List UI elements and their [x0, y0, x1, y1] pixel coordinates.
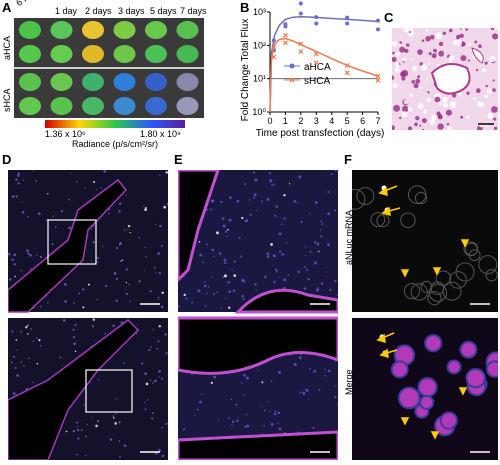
- organ-signal: [176, 45, 199, 63]
- data-point: [271, 38, 276, 43]
- panel-label-b: B: [240, 0, 250, 15]
- organ-signal: [19, 97, 41, 115]
- data-point: [314, 21, 319, 26]
- data-point: [298, 1, 303, 6]
- organ-signal: [50, 21, 73, 39]
- data-point: [283, 32, 288, 38]
- data-point: [271, 54, 277, 60]
- x-tick-label: 5: [345, 116, 350, 126]
- fluorescence-lung-images-e: [178, 170, 338, 460]
- fluorescence-lung-images-d: [8, 170, 168, 460]
- lung-histology-image: [392, 28, 498, 130]
- data-point: [283, 24, 288, 29]
- organ-signal: [50, 73, 73, 91]
- y-tick-label: 10¹: [253, 74, 266, 84]
- inset-box: [47, 219, 97, 265]
- data-point: [283, 40, 288, 46]
- organ-signal: [19, 21, 41, 39]
- x-tick-label: 0: [267, 116, 272, 126]
- organ-signal: [145, 45, 167, 63]
- data-point: [298, 11, 303, 16]
- x-tick-label: 7: [375, 116, 380, 126]
- organ-signal: [50, 97, 73, 115]
- data-point: [376, 18, 380, 23]
- data-point: [345, 15, 350, 20]
- panel-a: 6 hours 1 day 2 days 3 days 5 days 7 day…: [0, 0, 235, 150]
- data-point: [271, 44, 277, 50]
- organ-signal: [145, 73, 167, 91]
- data-point: [375, 77, 381, 83]
- data-point: [344, 70, 350, 76]
- organ-signal: [113, 21, 136, 39]
- timepoint-label: 6 hours: [14, 0, 44, 8]
- organ-signal: [145, 97, 167, 115]
- y-tick-label: 10³: [253, 7, 266, 17]
- timepoint-label: 5 days: [150, 6, 177, 16]
- data-point: [345, 21, 350, 26]
- panel-label-d: D: [2, 152, 12, 167]
- x-tick-label: 4: [329, 116, 334, 126]
- panel-f-top-label: aNLuc mRNA: [344, 209, 354, 265]
- organ-signal: [82, 97, 104, 115]
- organ-signal: [82, 21, 104, 39]
- x-axis-label: Time post transfection (days): [256, 128, 385, 139]
- data-point: [313, 60, 319, 66]
- y-tick-label: 10⁰: [252, 107, 266, 117]
- legend-label: aHCA: [304, 62, 331, 73]
- colorbar-unit-label: Radiance (p/s/cm²/sr): [72, 139, 159, 149]
- organ-signal: [176, 73, 199, 91]
- panel-label-f: F: [344, 152, 352, 167]
- timepoint-label: 2 days: [85, 6, 112, 16]
- bioluminescence-images: [14, 18, 204, 118]
- row-label-shca: sHCA: [2, 88, 12, 112]
- timepoint-label: 3 days: [118, 6, 145, 16]
- organ-signal: [82, 73, 104, 91]
- data-point: [298, 41, 304, 47]
- data-point: [298, 49, 304, 54]
- y-axis-label: Fold Change Total Flux: [240, 19, 251, 122]
- x-tick-label: 3: [314, 116, 319, 126]
- arrow-markers: [376, 185, 470, 440]
- row-label-ahca: aHCA: [2, 35, 12, 60]
- organ-signal: [19, 45, 41, 63]
- panel-label-a: A: [2, 0, 12, 15]
- x-tick-label: 6: [360, 116, 365, 126]
- timepoint-label: 7 days: [180, 6, 207, 16]
- inset-box: [85, 369, 133, 413]
- organ-signal: [50, 45, 73, 63]
- organ-signal: [176, 21, 199, 39]
- data-point: [376, 27, 380, 32]
- panel-label-e: E: [174, 152, 183, 167]
- y-tick-label: 10²: [253, 40, 266, 50]
- organ-signal: [176, 97, 199, 115]
- data-point: [344, 62, 350, 68]
- x-tick-label: 1: [283, 116, 288, 126]
- data-point: [313, 51, 319, 57]
- colorbar-min-label: 1.36 x 10⁶: [45, 129, 86, 139]
- panel-f-bottom-label: Merge: [344, 369, 354, 395]
- organ-signal: [113, 73, 136, 91]
- panel-label-c: C: [384, 10, 394, 25]
- organ-signal: [113, 97, 136, 115]
- data-point: [314, 15, 319, 20]
- organ-signal: [145, 21, 167, 39]
- data-point: [375, 73, 381, 79]
- radiance-colorbar: [45, 120, 185, 128]
- fluorescence-zoom-images-f: [352, 170, 498, 460]
- organ-signal: [19, 73, 41, 91]
- organ-signal: [113, 45, 136, 63]
- timepoint-label: 1 day: [55, 6, 78, 16]
- colorbar-max-label: 1.80 x 10⁹: [140, 129, 181, 139]
- legend-label: sHCA: [304, 76, 330, 87]
- x-tick-label: 2: [298, 116, 303, 126]
- fit-line-aHCA: [269, 16, 379, 113]
- organ-signal: [82, 45, 104, 63]
